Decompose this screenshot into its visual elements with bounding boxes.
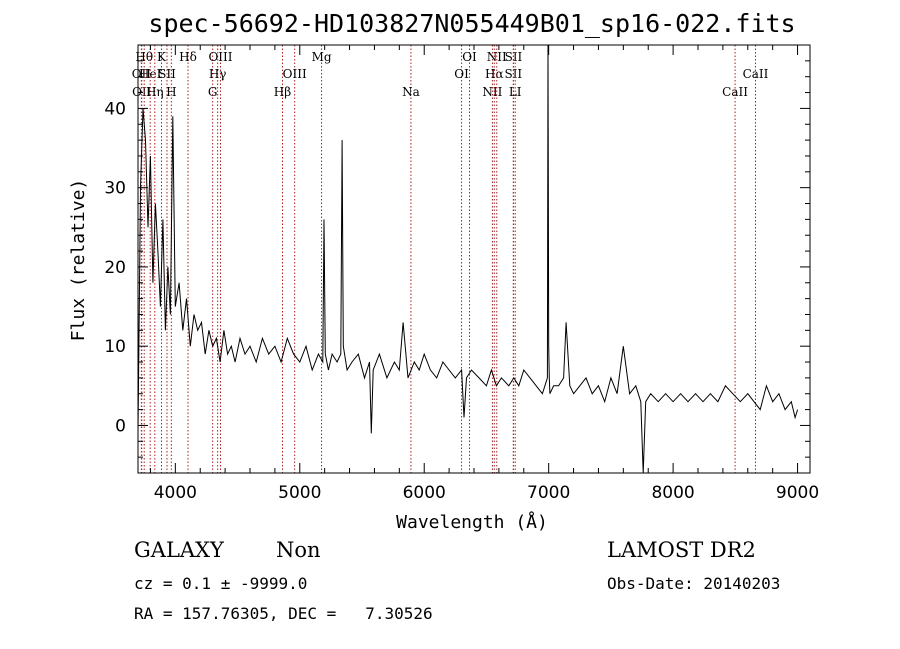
- x-tick-label-0: 4000: [154, 483, 197, 503]
- line-label-4: Hη: [146, 85, 164, 99]
- y-tick-label-1: 10: [104, 337, 126, 357]
- line-label-9: G: [208, 85, 218, 99]
- survey-label: LAMOST DR2: [607, 538, 756, 562]
- line-label-17: OI: [462, 50, 477, 64]
- plot-frame: [137, 44, 811, 474]
- line-label-8: Hδ: [179, 50, 197, 64]
- line-label-1: OII: [132, 85, 152, 99]
- line-label-24: CaII: [722, 85, 748, 99]
- coords-line: RA = 157.76305, DEC = 7.30526: [134, 604, 433, 623]
- class-label: GALAXY: [134, 538, 224, 562]
- y-tick-label-3: 30: [104, 179, 126, 199]
- x-tick-label-5: 9000: [776, 483, 819, 503]
- x-axis-label: Wavelength (Å): [396, 511, 548, 533]
- chart-title: spec-56692-HD103827N055449B01_sp16-022.f…: [148, 9, 795, 38]
- line-label-11: OIII: [208, 50, 232, 64]
- x-tick-label-4: 8000: [651, 483, 694, 503]
- line-label-16: OI: [454, 67, 469, 81]
- line-label-12: Hβ: [274, 85, 291, 99]
- cz-line: cz = 0.1 ± -9999.0: [134, 574, 308, 593]
- spectrum-line: [137, 44, 799, 474]
- line-label-22: SII: [505, 50, 523, 64]
- line-label-25: CaII: [743, 67, 769, 81]
- line-label-15: Na: [402, 85, 420, 99]
- y-tick-label-0: 0: [115, 416, 126, 436]
- x-tick-label-1: 5000: [278, 483, 321, 503]
- emission-line-markers: OIIOIIHθHeIHηKSIIHHδGHγOIIIHβOIIIMgNaOIO…: [132, 45, 769, 473]
- y-tick-label-4: 40: [104, 99, 126, 119]
- line-label-19: Hα: [485, 67, 504, 81]
- line-label-10: Hγ: [209, 67, 227, 81]
- axis-ticks: 4000 5000 6000 7000 8000 9000 0 10 20 30 40: [104, 45, 819, 503]
- line-label-7: H: [166, 85, 176, 99]
- line-label-5: K: [157, 50, 167, 64]
- line-label-14: Mg: [312, 50, 332, 64]
- x-tick-label-2: 6000: [403, 483, 446, 503]
- line-label-20: NII: [487, 50, 507, 64]
- subclass-label: Non: [276, 538, 321, 562]
- plot-border: [137, 44, 811, 474]
- obs-date-line: Obs-Date: 20140203: [607, 574, 781, 593]
- line-label-13: OIII: [283, 67, 307, 81]
- line-label-23: LI: [509, 85, 522, 99]
- line-label-6: SII: [158, 67, 176, 81]
- line-label-3: HeI: [139, 67, 162, 81]
- x-tick-label-3: 7000: [527, 483, 570, 503]
- line-label-18: NII: [482, 85, 502, 99]
- y-axis-label: Flux (relative): [68, 179, 89, 342]
- y-tick-label-2: 20: [104, 258, 126, 278]
